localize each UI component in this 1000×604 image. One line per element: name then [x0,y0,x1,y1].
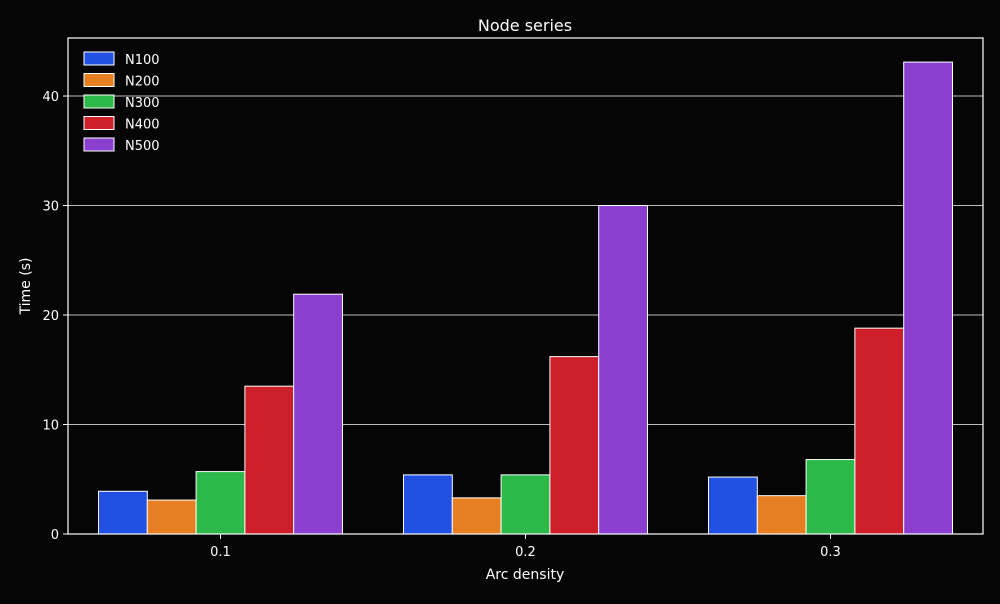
legend-label-n500: N500 [125,139,160,154]
legend-swatch-n100 [83,51,115,66]
legend-swatch-n200 [83,73,115,87]
bar-n200-0.2 [451,497,502,535]
bar-n300-0.3 [805,459,856,535]
x-axis-label: Arc density [486,567,565,583]
legend-label-n300: N300 [125,96,160,111]
legend-swatch-n300 [83,94,115,109]
bar-n300-0.2 [500,474,551,535]
legend-swatch-n400 [83,116,115,130]
legend-swatch-n500 [83,137,115,152]
bar-n400-0.3 [854,327,905,535]
x-tick-label: 0.3 [820,545,841,560]
y-tick-label: 20 [42,309,59,324]
legend-label-n400: N400 [125,118,160,133]
y-axis-ticks: 0 10 20 30 40 [42,90,68,543]
bar-n500-0.1 [293,293,344,535]
bar-n100-0.3 [708,476,758,535]
x-axis-ticks: 0.1 0.2 0.3 [210,534,841,560]
bar-n300-0.1 [195,471,246,535]
legend-label-n200: N200 [125,75,160,90]
legend-label-n100: N100 [125,53,160,68]
y-tick-label: 10 [42,419,59,434]
legend: N100 N200 N300 N400 N500 [83,51,160,154]
y-axis-label: Time (s) [18,258,34,316]
y-tick-label: 0 [51,528,59,543]
bar-n100-0.2 [403,474,453,535]
bar-n500-0.2 [598,205,649,535]
bar-n200-0.1 [146,499,197,535]
bar-n400-0.2 [549,356,600,535]
y-tick-label: 40 [42,90,59,105]
bar-n400-0.1 [244,385,295,535]
chart-title: Node series [478,16,572,35]
grid-lines [68,95,983,426]
bar-n200-0.3 [756,495,807,535]
x-tick-label: 0.1 [210,545,231,560]
bars [98,61,954,535]
bar-n500-0.3 [903,61,954,535]
bar-n100-0.1 [98,490,148,535]
x-tick-label: 0.2 [515,545,536,560]
y-tick-label: 30 [42,200,59,215]
